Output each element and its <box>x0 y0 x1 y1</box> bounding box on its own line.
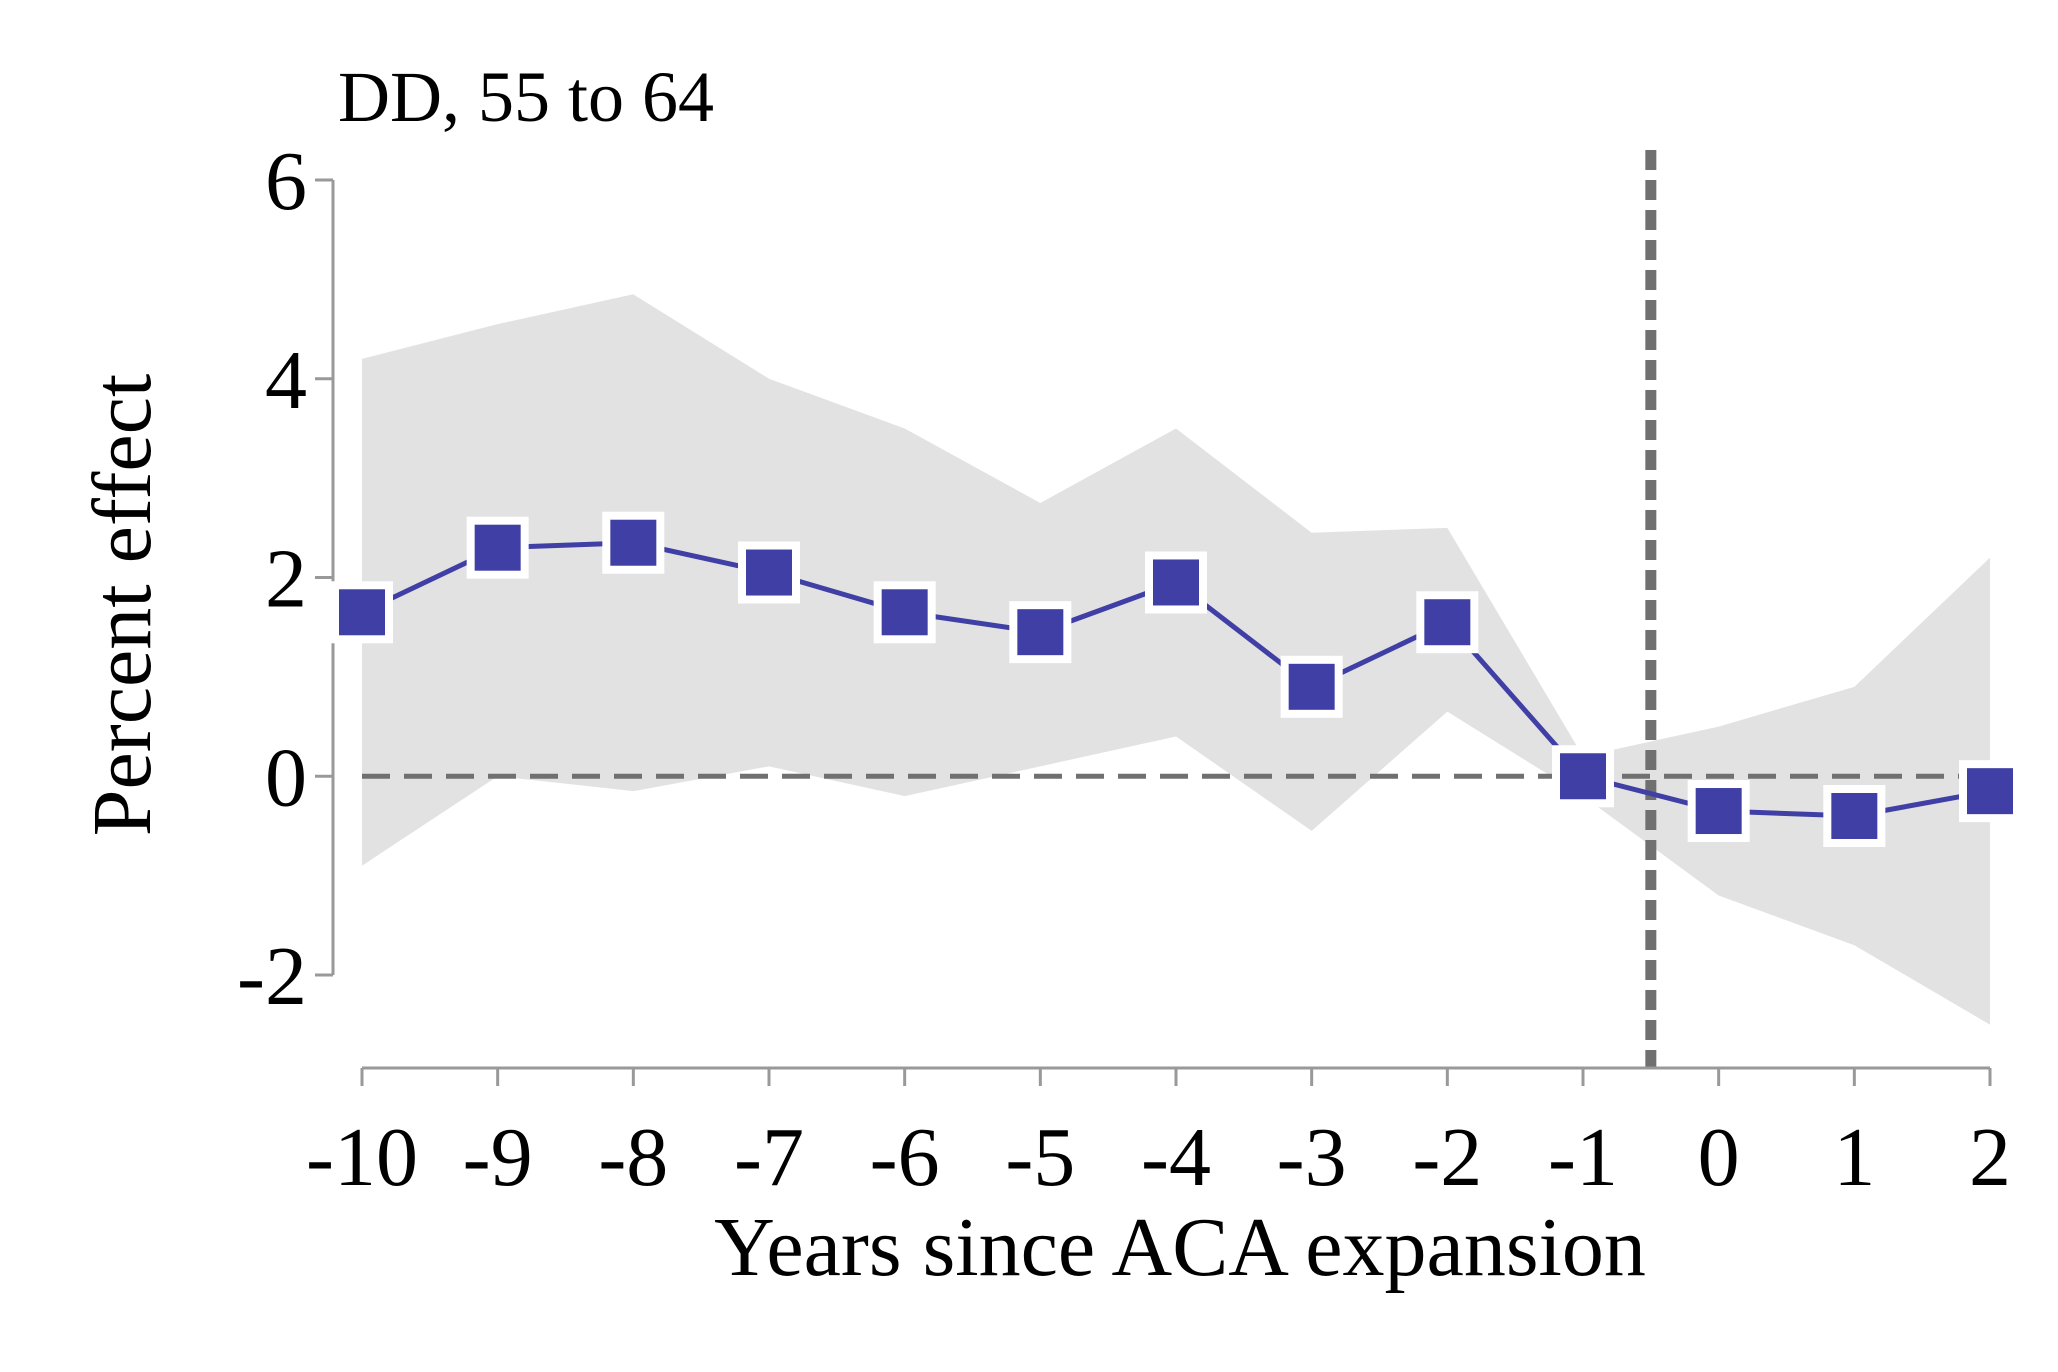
data-point <box>466 516 529 579</box>
data-point <box>1552 745 1614 808</box>
y-tick-label: 0 <box>265 731 307 824</box>
text-layer: DD, 55 to 64 Years since ACA expansion P… <box>76 57 2011 1294</box>
x-tick-label: -4 <box>1141 1111 1211 1204</box>
data-point <box>1280 655 1343 718</box>
y-tick-label: 2 <box>265 533 307 626</box>
confidence-band <box>362 294 1990 1025</box>
confidence-band-layer <box>362 294 1990 1025</box>
data-point <box>1145 551 1207 614</box>
data-point <box>873 581 936 644</box>
data-point <box>1416 591 1479 654</box>
data-point <box>1687 780 1750 843</box>
x-tick-label: -8 <box>598 1111 668 1204</box>
series-layer <box>331 511 2021 847</box>
data-point <box>1959 760 2021 823</box>
x-tick-label: 2 <box>1969 1111 2011 1204</box>
y-tick-label: 6 <box>265 135 307 228</box>
x-tick-label: -3 <box>1277 1111 1347 1204</box>
x-tick-label: -7 <box>734 1111 804 1204</box>
y-tick-label: -2 <box>237 930 307 1023</box>
reference-line-layer <box>362 150 1990 1068</box>
x-tick-label: -9 <box>463 1111 533 1204</box>
x-tick-label: 1 <box>1833 1111 1875 1204</box>
x-tick-label: -2 <box>1412 1111 1482 1204</box>
x-axis-label: Years since ACA expansion <box>714 1201 1646 1294</box>
chart-title: DD, 55 to 64 <box>338 57 714 137</box>
data-point <box>1823 785 1886 847</box>
x-tick-label: -1 <box>1548 1111 1618 1204</box>
x-tick-label: -10 <box>306 1111 418 1204</box>
data-point <box>738 541 800 604</box>
x-tick-label: -5 <box>1005 1111 1075 1204</box>
data-point <box>1009 601 1072 664</box>
y-axis-label: Percent effect <box>76 374 169 837</box>
data-point <box>331 581 393 644</box>
x-tick-label: 0 <box>1698 1111 1740 1204</box>
x-tick-label: -6 <box>870 1111 940 1204</box>
y-tick-label: 4 <box>265 334 307 427</box>
data-point <box>602 511 665 574</box>
axis-layer <box>315 178 1992 1086</box>
